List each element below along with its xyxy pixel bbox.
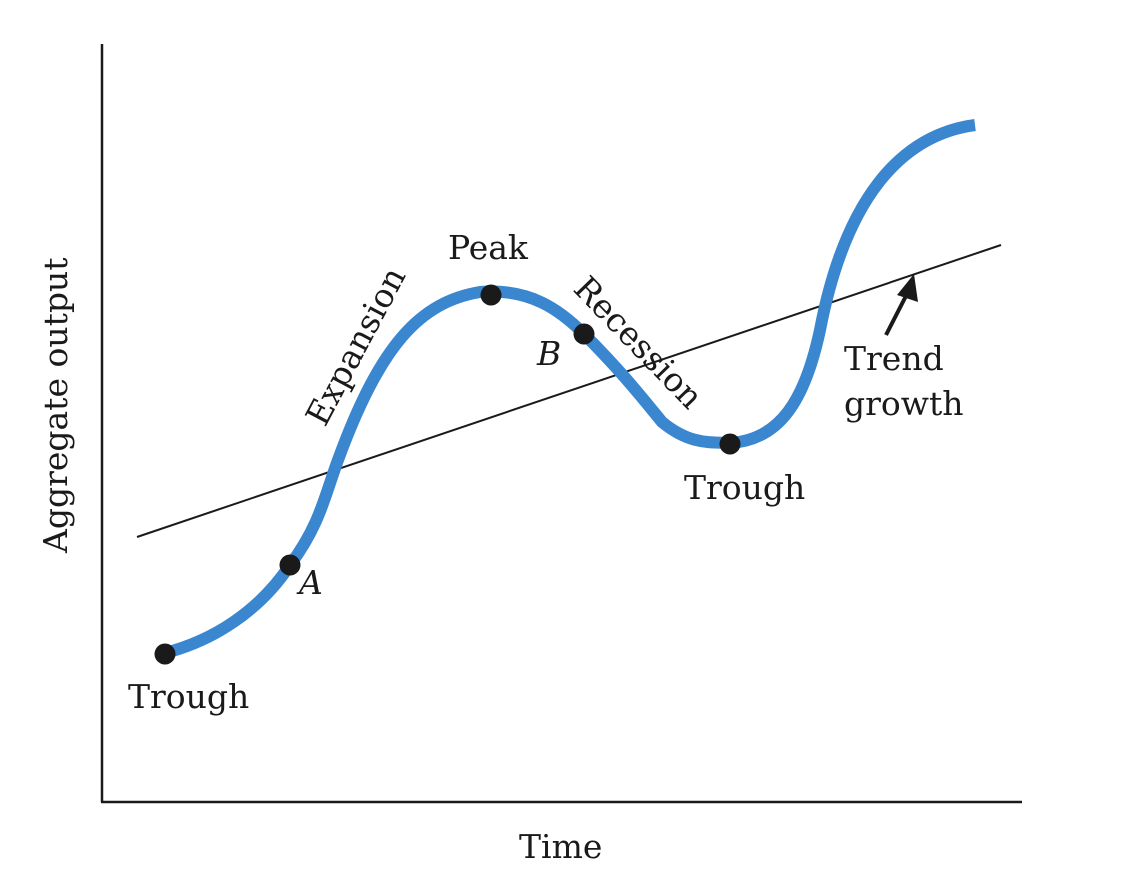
y-axis-title: Aggregate output — [36, 258, 75, 555]
trough-2-label: Trough — [684, 468, 805, 507]
trough-1-point — [154, 643, 176, 665]
trend-label-line1: Trend — [844, 339, 944, 378]
point-b-label: B — [536, 334, 561, 373]
point-b — [573, 323, 595, 345]
x-axis-title: Time — [519, 827, 602, 866]
peak-label: Peak — [448, 228, 529, 267]
trend-label-line2: growth — [844, 384, 964, 423]
trough-1-label: Trough — [128, 677, 249, 716]
point-a — [279, 554, 301, 576]
point-a-label: A — [296, 563, 323, 602]
peak-point — [480, 284, 502, 306]
trend-arrow-shaft — [884, 291, 910, 336]
trend-line — [136, 244, 1002, 538]
trend-arrow-head — [897, 274, 918, 302]
trough-2-point — [719, 433, 741, 455]
